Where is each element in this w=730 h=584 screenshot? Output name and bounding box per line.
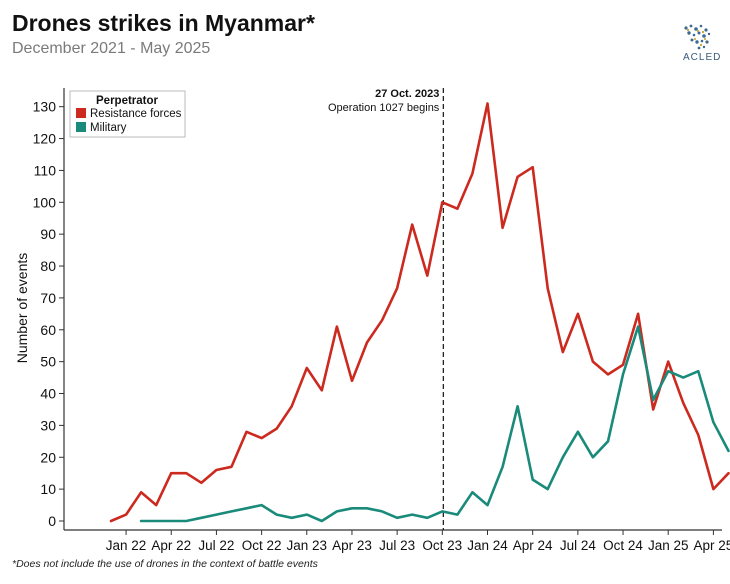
y-tick-label: 60 [40, 322, 56, 338]
y-tick-label: 30 [40, 417, 56, 433]
x-tick-label: Jul 22 [198, 538, 234, 553]
x-tick-label: Jan 22 [106, 538, 147, 553]
logo-text: ACLED [683, 52, 722, 63]
chart-subtitle: December 2021 - May 2025 [12, 40, 211, 57]
x-tick-label: Jan 25 [648, 538, 689, 553]
x-tick-label: Oct 23 [422, 538, 462, 553]
x-tick-label: Jul 23 [379, 538, 415, 553]
annotation: 27 Oct. 2023 Operation 1027 begins [328, 88, 444, 530]
y-tick-label: 80 [40, 258, 56, 274]
chart-title: Drones strikes in Myanmar* [12, 10, 315, 36]
x-tick-label: Apr 25 [694, 538, 730, 553]
legend-title: Perpetrator [96, 95, 159, 107]
x-tick-label: Apr 22 [151, 538, 191, 553]
y-tick-label: 120 [33, 131, 57, 147]
legend-box [69, 90, 186, 138]
resistance-forces-line [109, 102, 730, 523]
military-line [139, 325, 730, 523]
series-lines [109, 102, 730, 523]
y-tick-label: 50 [40, 354, 56, 370]
x-tick-label: Jan 24 [467, 538, 508, 553]
x-tick-label: Apr 23 [332, 538, 372, 553]
x-tick-label: Oct 24 [603, 538, 643, 553]
y-tick-label: 0 [48, 513, 56, 529]
y-tick-label: 110 [34, 162, 57, 178]
y-axis: 0 10 20 30 40 50 60 70 80 90 100 110 120 130 [33, 88, 65, 530]
annotation-text: Operation 1027 begins [328, 102, 440, 114]
x-tick-label: Oct 22 [242, 538, 282, 553]
y-axis-label: Number of events [14, 253, 30, 364]
y-tick-label: 10 [40, 481, 56, 497]
y-tick-label: 20 [40, 449, 56, 465]
y-tick-label: 130 [33, 99, 57, 115]
x-tick-label: Jan 23 [287, 538, 328, 553]
y-tick-label: 90 [40, 226, 56, 242]
y-tick-label: 100 [33, 194, 57, 210]
y-tick-label: 70 [40, 290, 56, 306]
legend-swatch [76, 108, 86, 118]
y-tick-label: 40 [40, 386, 56, 402]
legend-swatch [76, 122, 86, 132]
acled-logo-icon [684, 24, 711, 50]
legend-label: Military [90, 122, 127, 134]
legend-label: Resistance forces [90, 108, 182, 120]
x-tick-label: Jul 24 [560, 538, 597, 553]
annotation-date: 27 Oct. 2023 [375, 88, 439, 100]
footnote: *Does not include the use of drones in t… [12, 558, 318, 570]
x-tick-label: Apr 24 [513, 538, 553, 553]
x-axis: Jan 22 Apr 22 Jul 22 Oct 22 Jan 23 Apr 23 Jul … [64, 529, 730, 553]
